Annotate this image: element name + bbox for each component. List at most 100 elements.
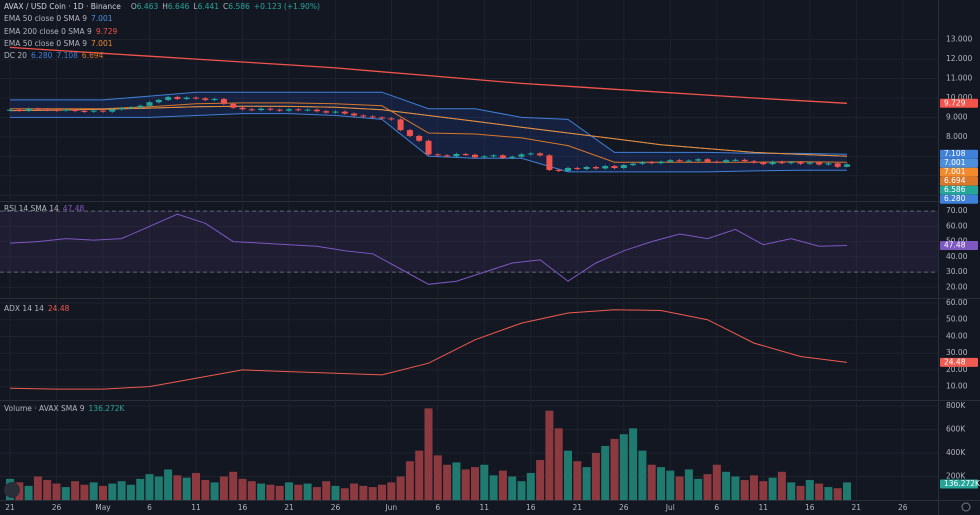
x-tick-label: 11 [191, 503, 201, 512]
candle-body [760, 162, 767, 165]
candle-body [118, 108, 125, 110]
candle-body [565, 168, 571, 171]
volume-bar [517, 481, 526, 500]
volume-bar [777, 471, 786, 500]
volume-bar [675, 476, 684, 500]
volume-bar [638, 450, 647, 500]
volume-bar [201, 480, 210, 500]
candle-body [7, 109, 13, 111]
legend-row: ADX 14 14 24.48 [4, 303, 73, 315]
volume-bar [768, 477, 777, 500]
volume-bar [526, 472, 535, 500]
candle-body [499, 155, 506, 158]
volume-bar [694, 478, 703, 500]
candle-body [416, 135, 423, 141]
candle-body [583, 167, 590, 169]
price-tag [940, 167, 978, 177]
candle-body [90, 110, 97, 112]
candle-body [509, 156, 516, 158]
price-tag-label: 24.48 [944, 357, 966, 366]
legend-name: DC 20 [4, 51, 27, 61]
candle-body [351, 113, 358, 116]
volume-bar [192, 472, 200, 500]
main-legend: AVAX / USD Coin · 1D · Binance O6.463 H6.6… [4, 1, 324, 62]
x-tick-label: 6 [435, 503, 440, 512]
ohlc-prefix: O [130, 2, 137, 11]
legend-name: ADX 14 14 [4, 304, 44, 313]
candle-body [211, 98, 218, 100]
candle-body [788, 162, 795, 164]
candle-body [537, 153, 544, 156]
change-label: +0.123 (+1.90%) [253, 2, 320, 11]
price-tag [940, 194, 978, 204]
price-tag [940, 185, 978, 195]
x-tick-label: 11 [759, 503, 769, 512]
legend-row: EMA 50 close 0 SMA 9 7.001 [4, 38, 324, 50]
y-tick-label: 400K [946, 448, 966, 457]
volume-bar [257, 483, 266, 500]
volume-bar [340, 488, 349, 500]
legend-row: Volume · AVAX SMA 9 136.272K [4, 403, 128, 415]
text-layer: 21 26 May 6 11 16 21 26 Jun 6 11 16 21 26 Jul 6 11 16 21 26… [5, 35, 980, 512]
volume-bar [843, 482, 851, 500]
legend-name: EMA 50 close 0 SMA 9 [4, 38, 88, 48]
volume-bar [99, 485, 107, 500]
candle-body [406, 130, 413, 136]
volume-bar [210, 482, 219, 500]
candle-body [109, 109, 116, 112]
y-tick-label: 9.000 [946, 112, 968, 121]
candle-body [267, 108, 274, 110]
price-tag-label: 6.280 [944, 194, 966, 203]
legend-value: 24.48 [47, 304, 70, 313]
y-tick-label: 50.00 [946, 315, 968, 324]
candle-body [778, 161, 785, 164]
volume-bar [433, 455, 442, 500]
candle-body [723, 160, 730, 163]
candle-body [769, 161, 776, 165]
volume-bar [787, 482, 796, 500]
volume-bar [108, 483, 117, 500]
grid-layer [0, 0, 938, 500]
price-tag-label: 7.001 [944, 167, 966, 176]
candle-body [602, 166, 609, 169]
x-tick-label: 6 [147, 503, 152, 512]
volume-bar [796, 485, 805, 500]
volume-bar [452, 462, 461, 500]
settings-icon[interactable] [961, 502, 971, 512]
volume-bar [815, 483, 824, 500]
x-tick-label: 26 [331, 503, 341, 512]
ema-line [9, 105, 848, 157]
x-tick-label: 26 [898, 503, 908, 512]
y-tick-label: 8.000 [946, 132, 968, 141]
x-tick-label: 21 [852, 503, 862, 512]
volume-bar [619, 434, 628, 500]
volume-bar [405, 461, 414, 500]
candle-body [397, 119, 404, 131]
y-tick-label: 60.00 [946, 298, 968, 307]
candle-body [844, 164, 850, 167]
volume-bar [591, 452, 600, 500]
marks-layer [0, 46, 938, 500]
volume-bar [117, 481, 126, 500]
y-tick-label: 600K [946, 424, 966, 433]
candle-body [369, 116, 376, 118]
legend-header: AVAX / USD Coin · 1D · Binance O6.463 H6.6… [4, 1, 324, 13]
price-tag-label: 136.272K [944, 479, 980, 488]
price-tag [940, 149, 978, 159]
volume-bar [582, 467, 591, 500]
volume-bar [396, 476, 405, 500]
candle-body [313, 109, 320, 112]
candle-body [490, 155, 497, 157]
volume-bar [712, 464, 721, 500]
volume-bar [740, 480, 749, 500]
channel-fill [10, 92, 847, 172]
rsi-legend: RSI 14 SMA 14 47.48 [4, 203, 88, 215]
candle-body [248, 109, 255, 111]
candle-body [100, 110, 106, 112]
channel-lower [10, 113, 847, 173]
price-tag-label: 7.108 [944, 149, 966, 158]
ohlc-value: 6.463 [136, 2, 159, 11]
volume-bar [536, 460, 545, 500]
candle-body [193, 97, 199, 99]
